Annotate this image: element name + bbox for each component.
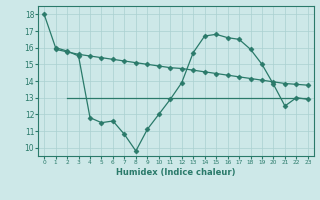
X-axis label: Humidex (Indice chaleur): Humidex (Indice chaleur)	[116, 168, 236, 177]
